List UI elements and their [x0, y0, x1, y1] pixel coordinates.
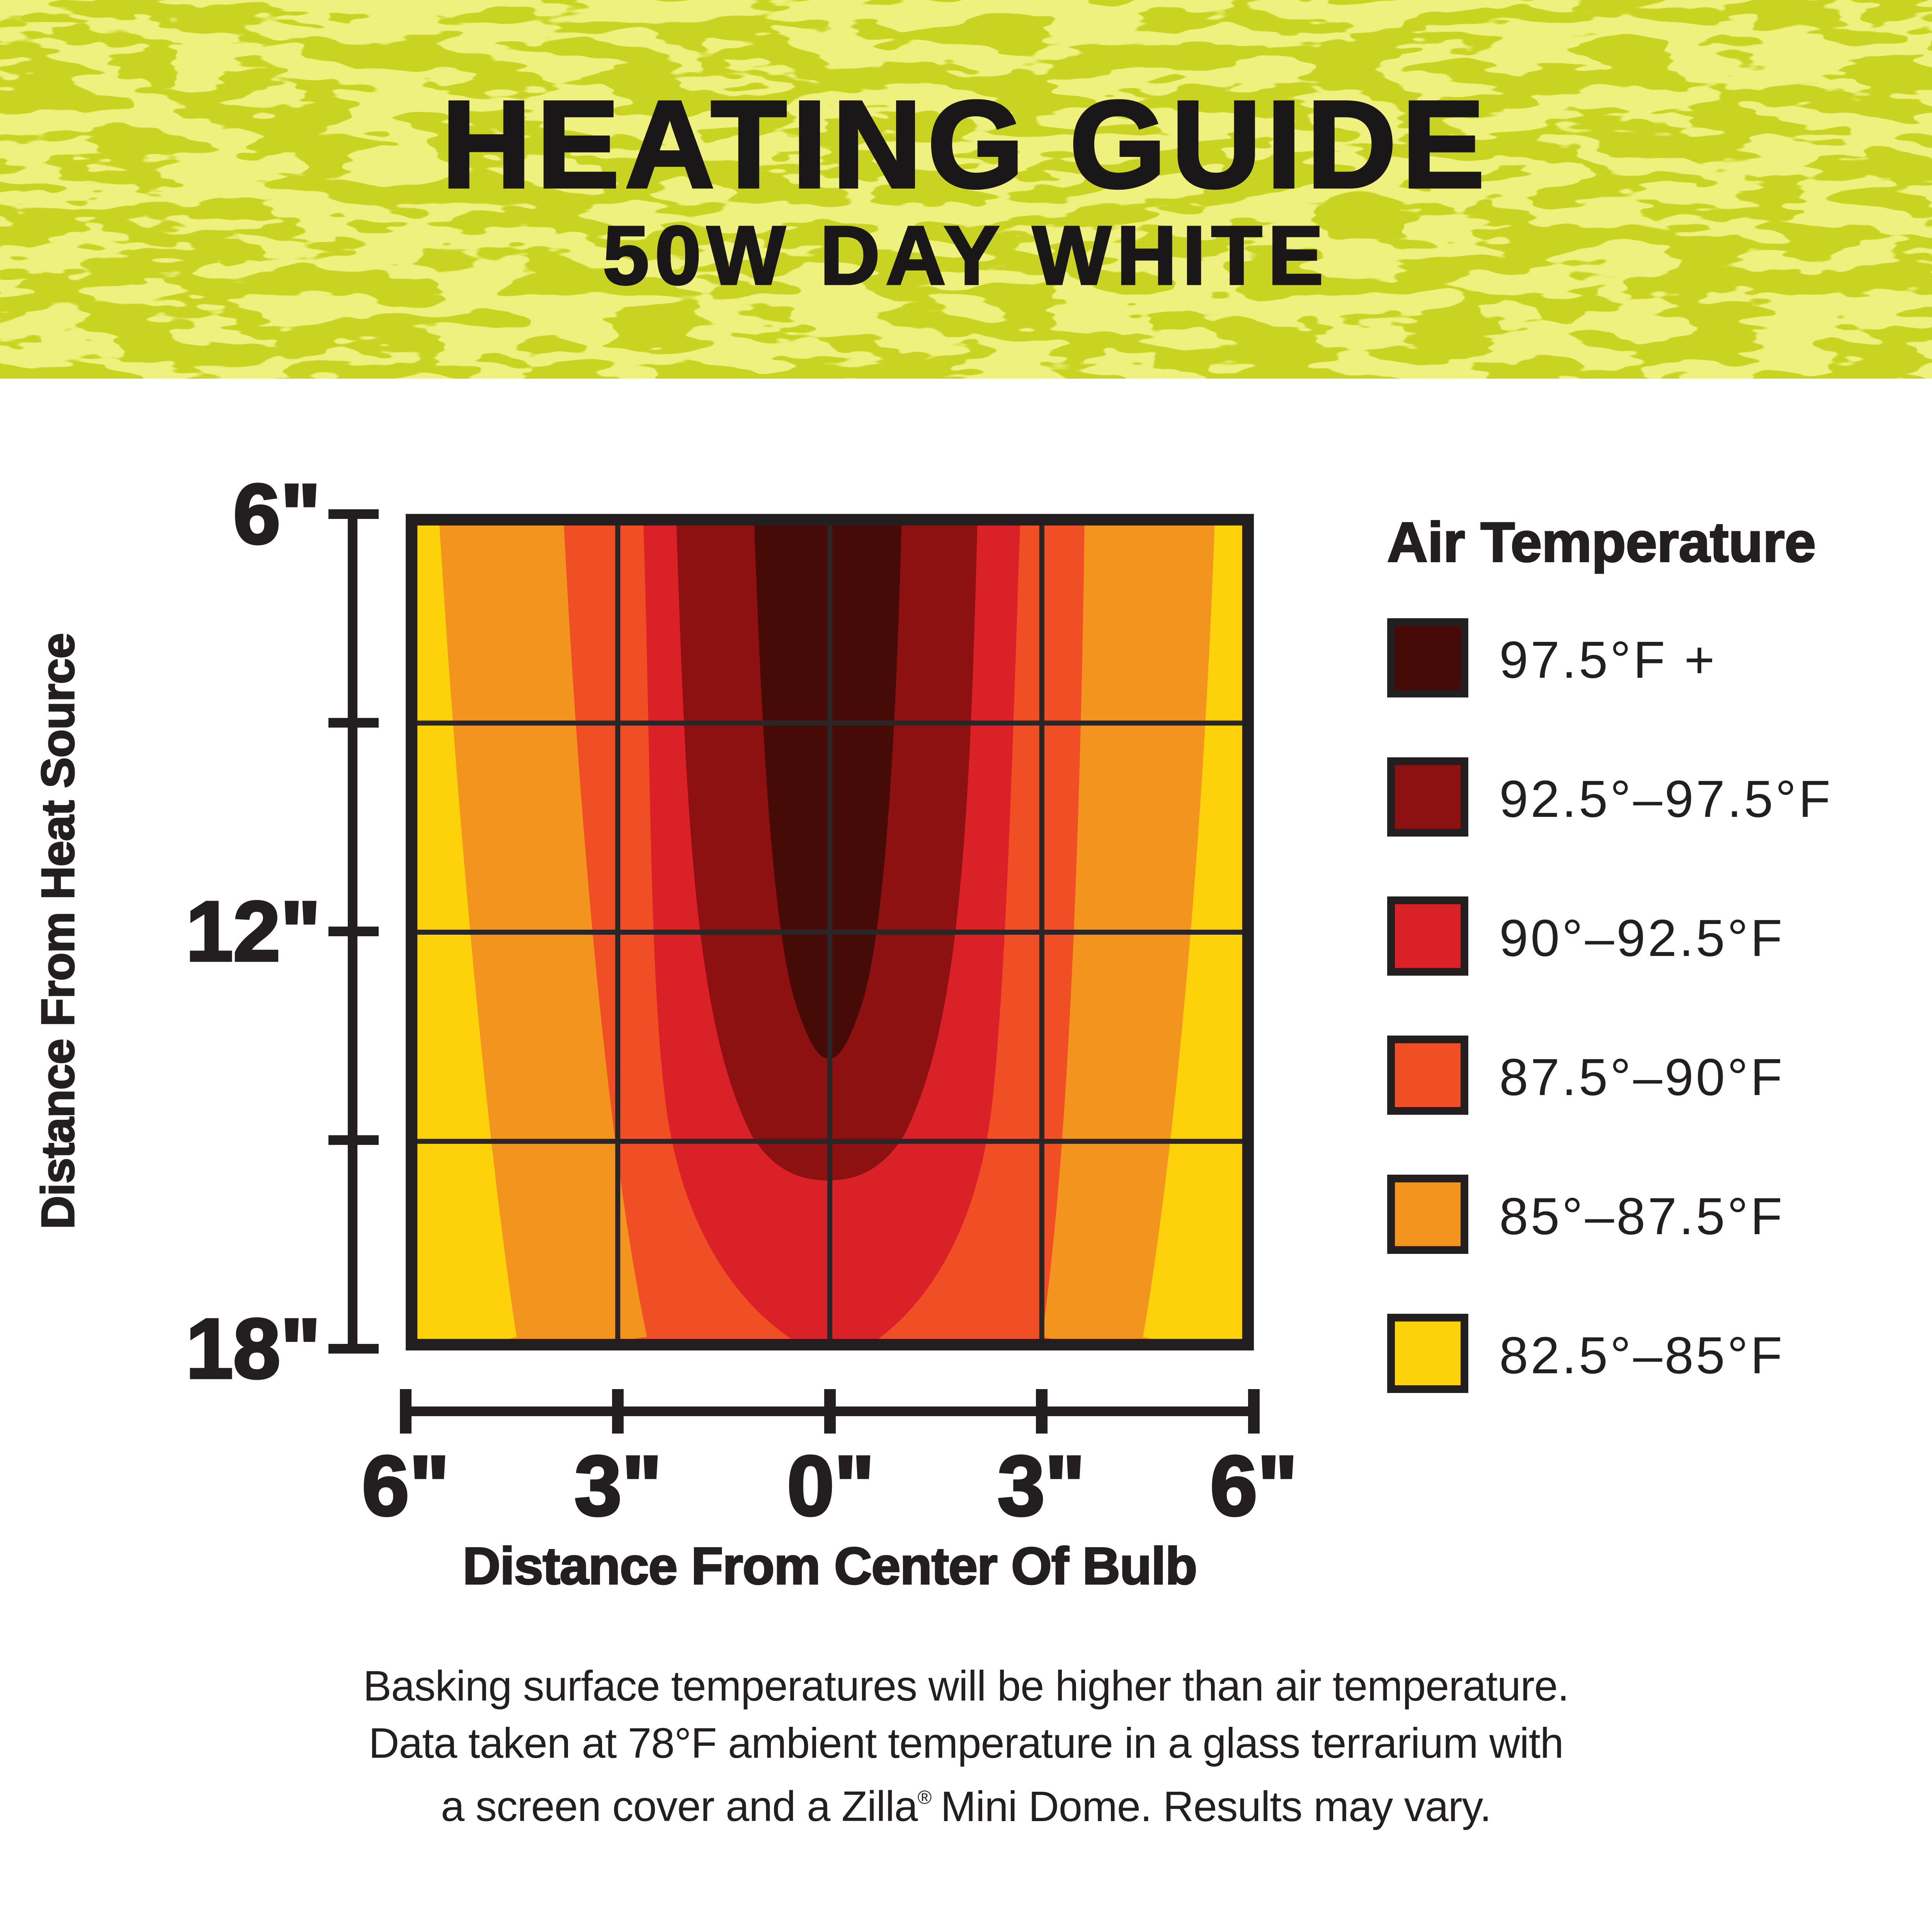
banner-titles: HEATING GUIDE 50W DAY WHITE	[0, 0, 1932, 379]
footer-line3-text: a screen cover and a Zilla	[441, 1782, 918, 1830]
legend-item: 92.5°–97.5°F	[1387, 757, 1909, 837]
x-axis-tick	[1248, 1389, 1260, 1434]
x-axis-tick	[612, 1389, 624, 1434]
banner-texture	[0, 0, 1932, 379]
x-tick-label: 3"	[573, 1437, 663, 1535]
legend: Air Temperature 97.5°F + 92.5°–97.5°F 90…	[1386, 0, 1909, 1932]
legend-item: 82.5°–85°F	[1387, 1314, 1909, 1393]
footer-line: Data taken at 78°F ambient temperature i…	[368, 1719, 1564, 1767]
x-axis-tick	[400, 1389, 412, 1434]
footer-note: Basking surface temperatures will be hig…	[0, 1658, 1932, 1835]
x-axis-tick	[1036, 1389, 1048, 1434]
legend-item: 97.5°F +	[1387, 618, 1909, 697]
legend-swatch	[1387, 1175, 1468, 1254]
page-title: HEATING GUIDE	[440, 75, 1490, 213]
y-axis-tick	[328, 926, 379, 936]
banner-speckle	[0, 0, 1932, 379]
legend-swatch	[1387, 757, 1468, 837]
footer-line: Basking surface temperatures will be hig…	[363, 1662, 1570, 1710]
y-tick-label: 12"	[185, 883, 322, 980]
heatmap-chart	[406, 514, 1254, 1350]
x-axis-title: Distance From Center Of Bulb	[462, 1536, 1198, 1596]
legend-label: 87.5°–90°F	[1499, 1048, 1785, 1106]
y-tick-label: 6"	[232, 465, 322, 563]
legend-item: 90°–92.5°F	[1387, 896, 1909, 976]
legend-swatch	[1387, 1036, 1468, 1115]
legend-item: 85°–87.5°F	[1387, 1175, 1909, 1254]
contour-plot	[406, 514, 1254, 1350]
y-axis-tick	[328, 509, 379, 519]
grid-lines	[406, 514, 1254, 1350]
x-tick-label: 3"	[996, 1437, 1086, 1535]
page-subtitle: 50W DAY WHITE	[602, 208, 1329, 302]
y-axis-tick	[328, 1135, 379, 1145]
legend-label: 90°–92.5°F	[1499, 909, 1785, 967]
chart-border	[406, 514, 1254, 1350]
y-axis-tick	[328, 718, 379, 728]
legend-label: 85°–87.5°F	[1499, 1187, 1785, 1245]
header-banner: HEATING GUIDE 50W DAY WHITE	[0, 0, 1932, 379]
x-tick-label: 0"	[786, 1437, 876, 1535]
x-tick-label: 6"	[1209, 1437, 1299, 1535]
y-axis-tick	[328, 1344, 379, 1354]
y-tick-label: 18"	[185, 1300, 322, 1398]
legend-label: 82.5°–85°F	[1499, 1326, 1785, 1384]
legend-swatch	[1387, 1314, 1468, 1393]
footer-line3-text: Mini Dome. Results may vary.	[940, 1782, 1492, 1830]
legend-item: 87.5°–90°F	[1387, 1036, 1909, 1115]
legend-swatch	[1387, 618, 1468, 697]
x-axis-tick	[824, 1389, 836, 1434]
footer-line: a screen cover and a Zilla® Mini Dome. Re…	[0, 1772, 1932, 1835]
x-tick-label: 6"	[361, 1437, 451, 1535]
registered-mark: ®	[917, 1786, 932, 1808]
legend-swatch	[1387, 896, 1468, 976]
legend-label: 97.5°F +	[1499, 631, 1717, 689]
legend-label: 92.5°–97.5°F	[1499, 770, 1833, 828]
legend-title: Air Temperature	[1386, 510, 1816, 574]
